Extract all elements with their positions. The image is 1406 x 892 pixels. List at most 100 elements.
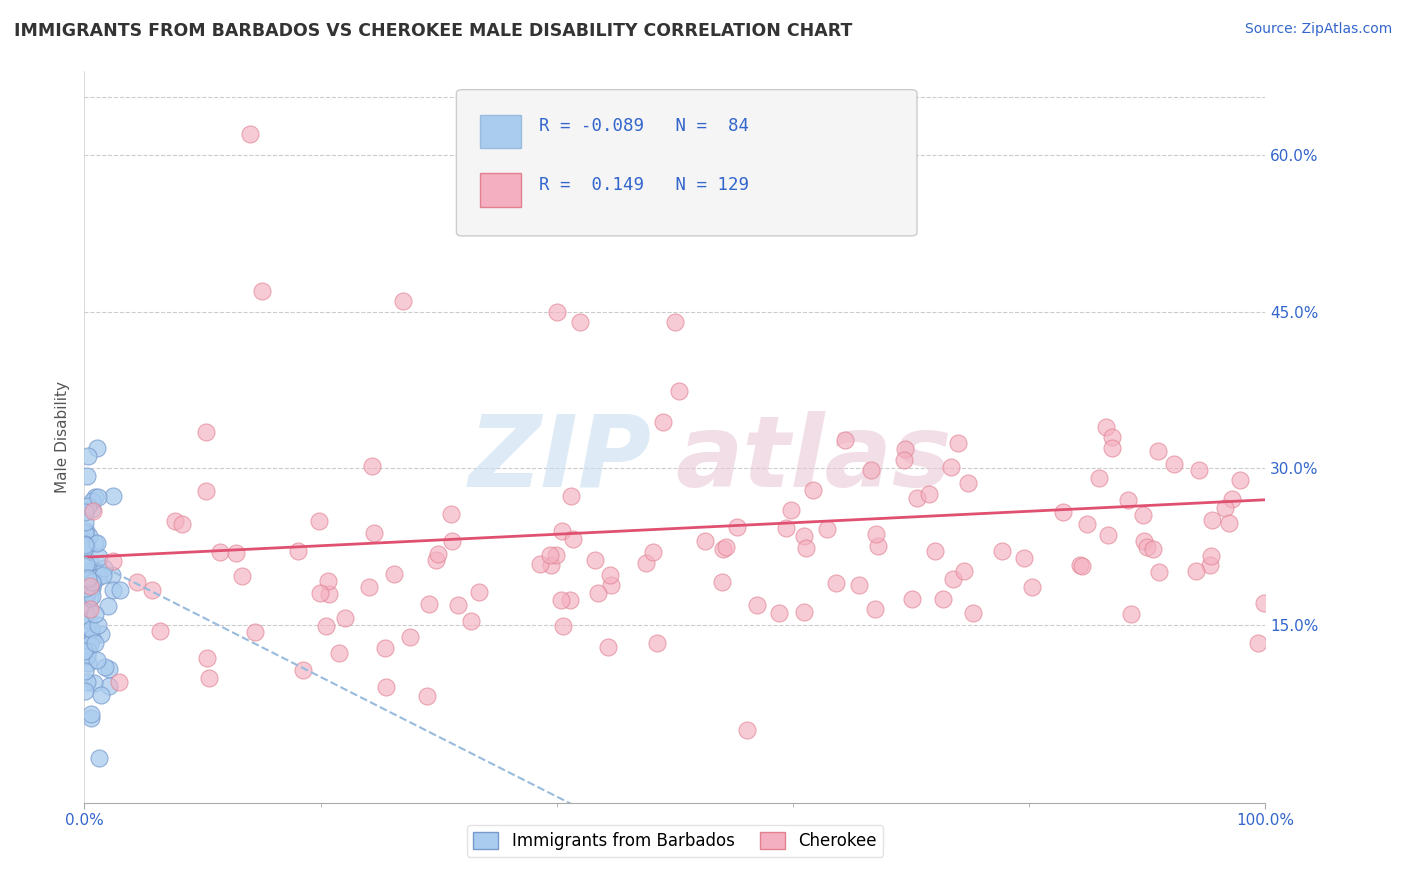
Point	[460, 614, 482, 628]
Point	[77, 618, 100, 632]
Point	[76, 468, 98, 483]
Point	[163, 514, 186, 528]
Point	[315, 619, 337, 633]
FancyBboxPatch shape	[479, 115, 522, 148]
Point	[599, 568, 621, 582]
Point	[80, 501, 103, 516]
Point	[1097, 528, 1119, 542]
Point	[80, 707, 103, 722]
Point	[316, 574, 339, 588]
Point	[1253, 596, 1275, 610]
Point	[75, 557, 97, 571]
Point	[939, 459, 962, 474]
Point	[243, 625, 266, 640]
Point	[1247, 636, 1270, 650]
Point	[108, 582, 131, 597]
Point	[76, 674, 98, 689]
Point	[1101, 441, 1123, 455]
Point	[73, 597, 96, 611]
Point	[825, 576, 848, 591]
Point	[1142, 541, 1164, 556]
FancyBboxPatch shape	[479, 173, 522, 207]
Point	[101, 568, 124, 582]
Point	[318, 587, 340, 601]
Point	[775, 521, 797, 535]
Point	[79, 711, 101, 725]
FancyBboxPatch shape	[457, 89, 917, 235]
Point	[713, 542, 735, 557]
Point	[328, 646, 350, 660]
Point	[75, 620, 97, 634]
Point	[1146, 443, 1168, 458]
Point	[865, 602, 887, 616]
Point	[73, 589, 96, 603]
Point	[127, 574, 149, 589]
Point	[79, 529, 101, 543]
Y-axis label: Male Disability: Male Disability	[55, 381, 70, 493]
Point	[75, 607, 97, 622]
Point	[714, 540, 737, 554]
Point	[1201, 549, 1223, 564]
Point	[97, 679, 120, 693]
Point	[956, 476, 979, 491]
Point	[103, 489, 125, 503]
Point	[924, 544, 946, 558]
Point	[779, 503, 801, 517]
Point	[90, 627, 112, 641]
Point	[725, 519, 748, 533]
Point	[98, 662, 121, 676]
Point	[1163, 457, 1185, 471]
Point	[107, 674, 129, 689]
Point	[76, 586, 98, 600]
Point	[946, 435, 969, 450]
Point	[894, 442, 917, 457]
Text: Source: ZipAtlas.com: Source: ZipAtlas.com	[1244, 22, 1392, 37]
Point	[73, 526, 96, 541]
Point	[87, 570, 110, 584]
Point	[75, 606, 97, 620]
Text: ZIP: ZIP	[468, 410, 651, 508]
Point	[1101, 430, 1123, 444]
Point	[815, 522, 838, 536]
Point	[83, 636, 105, 650]
Point	[834, 434, 856, 448]
Point	[586, 585, 609, 599]
Point	[79, 602, 101, 616]
Point	[87, 549, 110, 564]
Point	[82, 575, 104, 590]
Point	[287, 544, 309, 558]
Point	[77, 573, 100, 587]
Point	[546, 304, 568, 318]
Point	[905, 491, 928, 505]
Point	[231, 568, 253, 582]
Point	[801, 483, 824, 497]
Point	[79, 579, 101, 593]
Point	[1116, 492, 1139, 507]
Point	[198, 672, 221, 686]
Point	[73, 537, 96, 551]
Point	[73, 611, 96, 625]
Point	[860, 463, 883, 477]
Point	[76, 565, 98, 579]
Point	[73, 684, 96, 698]
Point	[239, 127, 262, 141]
Point	[75, 505, 97, 519]
Text: R =  0.149   N = 129: R = 0.149 N = 129	[538, 176, 749, 194]
Point	[250, 284, 273, 298]
Point	[1012, 551, 1035, 566]
Point	[335, 611, 357, 625]
Point	[76, 644, 98, 658]
Point	[560, 490, 582, 504]
Point	[94, 660, 117, 674]
Point	[73, 644, 96, 658]
Point	[86, 536, 108, 550]
Point	[76, 648, 98, 663]
Point	[76, 581, 98, 595]
Point	[418, 597, 440, 611]
Point	[427, 548, 450, 562]
Point	[425, 553, 447, 567]
Point	[416, 689, 439, 703]
Point	[538, 548, 561, 562]
Point	[711, 574, 734, 589]
Point	[80, 581, 103, 595]
